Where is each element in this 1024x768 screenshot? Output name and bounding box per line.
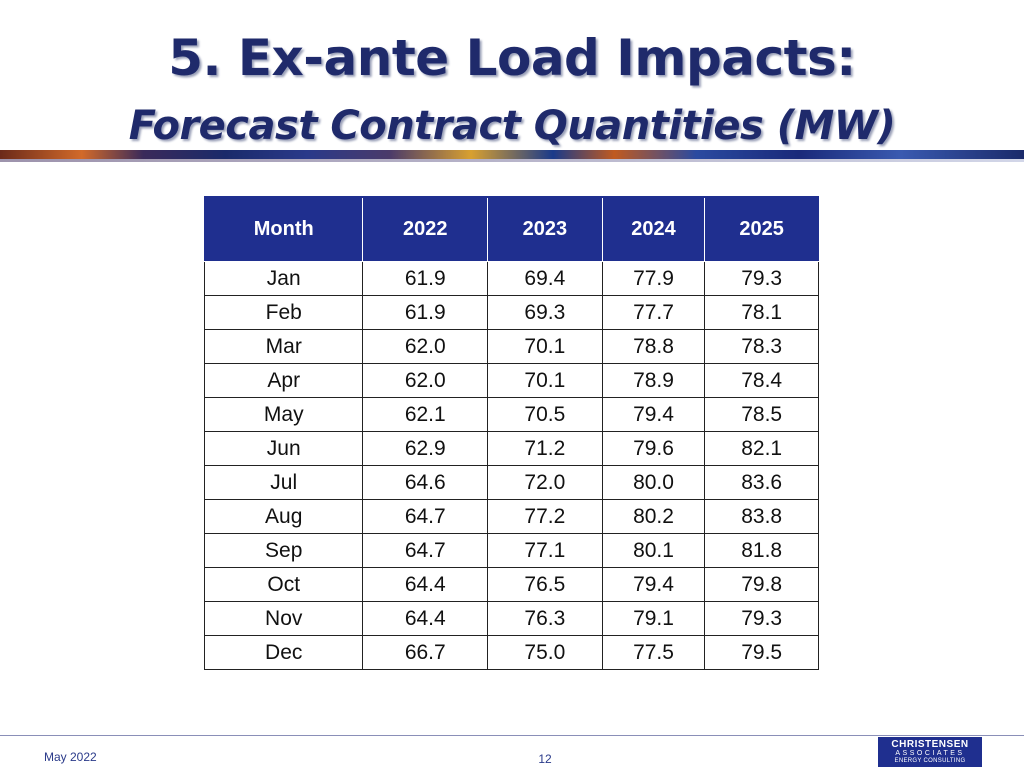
month-cell: Apr [205,364,363,398]
value-cell: 70.1 [488,330,603,364]
value-cell: 72.0 [488,466,603,500]
value-cell: 82.1 [705,432,819,466]
table-row: Mar 62.0 70.1 78.8 78.3 [205,330,819,364]
value-cell: 77.1 [488,534,603,568]
value-cell: 62.0 [363,330,488,364]
value-cell: 64.7 [363,500,488,534]
header-month: Month [205,197,363,262]
table-row: Dec 66.7 75.0 77.5 79.5 [205,636,819,670]
table-row: Apr 62.0 70.1 78.9 78.4 [205,364,819,398]
table-row: Sep 64.7 77.1 80.1 81.8 [205,534,819,568]
value-cell: 77.9 [602,262,705,296]
footer-date: May 2022 [44,750,97,764]
slide-subtitle: Forecast Contract Quantities (MW) [0,100,1024,152]
month-cell: Aug [205,500,363,534]
company-logo: CHRISTENSEN ASSOCIATES ENERGY CONSULTING [878,737,982,767]
value-cell: 66.7 [363,636,488,670]
month-cell: Dec [205,636,363,670]
month-cell: Jul [205,466,363,500]
header-2023: 2023 [488,197,603,262]
value-cell: 79.8 [705,568,819,602]
value-cell: 77.5 [602,636,705,670]
value-cell: 78.1 [705,296,819,330]
value-cell: 64.7 [363,534,488,568]
value-cell: 62.0 [363,364,488,398]
value-cell: 69.3 [488,296,603,330]
value-cell: 70.1 [488,364,603,398]
logo-line-1: CHRISTENSEN [878,740,982,750]
value-cell: 81.8 [705,534,819,568]
table-header-row: Month 2022 2023 2024 2025 [205,197,819,262]
month-cell: Nov [205,602,363,636]
value-cell: 69.4 [488,262,603,296]
value-cell: 83.8 [705,500,819,534]
value-cell: 64.6 [363,466,488,500]
value-cell: 78.3 [705,330,819,364]
header-2024: 2024 [602,197,705,262]
contract-quantities-table: Month 2022 2023 2024 2025 Jan 61.9 69.4 77.… [204,196,819,670]
value-cell: 79.3 [705,602,819,636]
value-cell: 75.0 [488,636,603,670]
value-cell: 79.6 [602,432,705,466]
table-body: Jan 61.9 69.4 77.9 79.3 Feb 61.9 69.3 77.7 78.1 Ma… [205,262,819,670]
slide-title: 5. Ex-ante Load Impacts: [0,28,1024,88]
header-2025: 2025 [705,197,819,262]
page-number: 12 [530,752,560,766]
value-cell: 78.8 [602,330,705,364]
table-row: Feb 61.9 69.3 77.7 78.1 [205,296,819,330]
value-cell: 76.3 [488,602,603,636]
value-cell: 79.4 [602,568,705,602]
month-cell: Sep [205,534,363,568]
value-cell: 76.5 [488,568,603,602]
value-cell: 77.7 [602,296,705,330]
logo-line-3: ENERGY CONSULTING [878,758,982,765]
value-cell: 80.0 [602,466,705,500]
table-row: Jun 62.9 71.2 79.6 82.1 [205,432,819,466]
value-cell: 83.6 [705,466,819,500]
value-cell: 70.5 [488,398,603,432]
value-cell: 62.1 [363,398,488,432]
value-cell: 80.1 [602,534,705,568]
value-cell: 61.9 [363,262,488,296]
logo-line-2: ASSOCIATES [878,750,982,758]
value-cell: 80.2 [602,500,705,534]
value-cell: 62.9 [363,432,488,466]
footer-divider [0,735,1024,736]
table-row: Jul 64.6 72.0 80.0 83.6 [205,466,819,500]
month-cell: Oct [205,568,363,602]
header-2022: 2022 [363,197,488,262]
value-cell: 61.9 [363,296,488,330]
table-row: Oct 64.4 76.5 79.4 79.8 [205,568,819,602]
table-row: Jan 61.9 69.4 77.9 79.3 [205,262,819,296]
value-cell: 78.5 [705,398,819,432]
value-cell: 77.2 [488,500,603,534]
table-row: Nov 64.4 76.3 79.1 79.3 [205,602,819,636]
table-row: May 62.1 70.5 79.4 78.5 [205,398,819,432]
month-cell: Mar [205,330,363,364]
month-cell: Jun [205,432,363,466]
table-row: Aug 64.7 77.2 80.2 83.8 [205,500,819,534]
value-cell: 79.3 [705,262,819,296]
value-cell: 64.4 [363,568,488,602]
value-cell: 79.5 [705,636,819,670]
month-cell: Feb [205,296,363,330]
decorative-banner [0,150,1024,159]
month-cell: May [205,398,363,432]
value-cell: 78.9 [602,364,705,398]
value-cell: 64.4 [363,602,488,636]
value-cell: 79.1 [602,602,705,636]
value-cell: 71.2 [488,432,603,466]
value-cell: 78.4 [705,364,819,398]
value-cell: 79.4 [602,398,705,432]
month-cell: Jan [205,262,363,296]
